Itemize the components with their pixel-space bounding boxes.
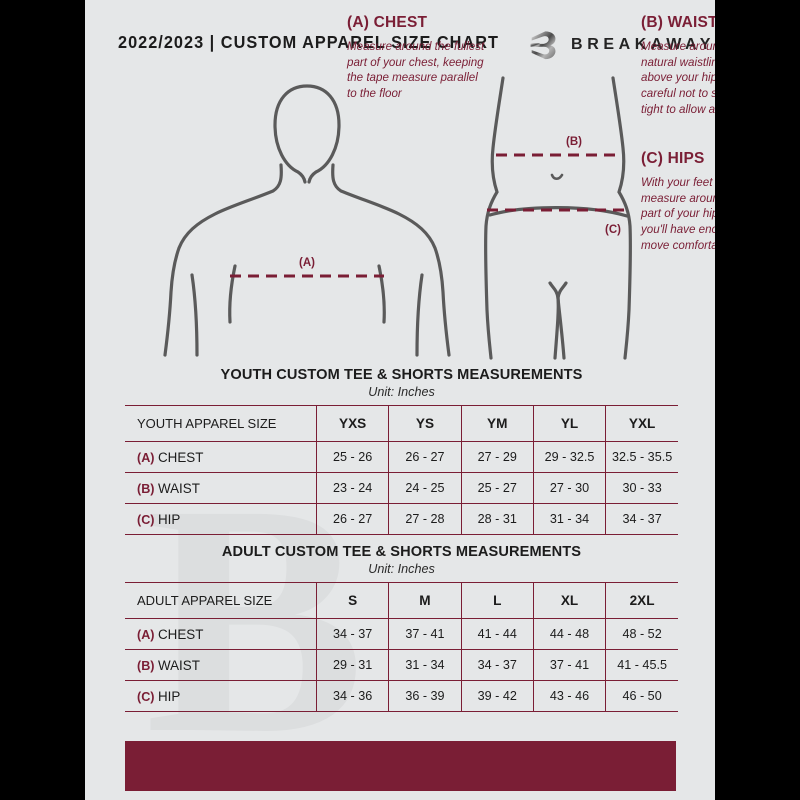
breakaway-b-logo-icon <box>530 31 556 60</box>
callout-chest-title: (A) CHEST <box>347 14 428 31</box>
cell: 25 - 26 <box>315 441 389 473</box>
cell: 41 - 45.5 <box>605 649 678 681</box>
table-row: (C) HIP 34 - 36 36 - 39 39 - 42 43 - 46 … <box>125 680 678 712</box>
table-row: (A) CHEST 25 - 26 26 - 27 27 - 29 29 - 3… <box>125 441 678 473</box>
cell: 27 - 28 <box>388 503 462 535</box>
footer-bar <box>125 741 676 791</box>
row-label-waist: (B) WAIST <box>125 649 317 681</box>
figures-svg: (A) (B) (C) <box>163 76 633 360</box>
size-chart-page: B 2022/2023 | CUSTOM APPAREL SIZE CHART <box>85 0 715 800</box>
col-header-2: M <box>388 582 462 619</box>
cell: 29 - 32.5 <box>532 441 606 473</box>
cell: 37 - 41 <box>388 618 462 650</box>
table-row: (B) WAIST 23 - 24 24 - 25 25 - 27 27 - 3… <box>125 472 678 504</box>
col-header-size: ADULT APPAREL SIZE <box>125 582 317 619</box>
adult-measurements-table: ADULT APPAREL SIZE S M L XL 2XL (A) CHES… <box>125 582 678 712</box>
col-header-1: YXS <box>315 405 389 442</box>
cell: 31 - 34 <box>532 503 606 535</box>
row-name: WAIST <box>157 657 200 673</box>
col-header-3: L <box>460 582 534 619</box>
cell: 23 - 24 <box>315 472 389 504</box>
callout-waist: (B) WAIST Measure around your natural wa… <box>641 14 715 117</box>
cell: 34 - 36 <box>315 680 389 712</box>
col-header-5: 2XL <box>605 582 678 619</box>
cell: 31 - 34 <box>388 649 462 681</box>
row-name: HIP <box>157 688 181 704</box>
cell: 27 - 29 <box>460 441 534 473</box>
callout-hips-text: With your feet together, measure around … <box>641 176 715 252</box>
waist-measure-label: (B) <box>566 136 582 148</box>
cell: 25 - 27 <box>460 472 534 504</box>
row-tag: (B) <box>137 658 155 673</box>
callout-chest: (A) CHEST Measure around the fullest par… <box>347 14 487 102</box>
cell: 41 - 44 <box>460 618 534 650</box>
row-label-chest: (A) CHEST <box>125 441 317 473</box>
chest-measure-label: (A) <box>299 257 315 269</box>
body-figures: (A) (B) (C) <box>85 70 715 360</box>
cell: 44 - 48 <box>532 618 606 650</box>
callout-waist-text: Measure around your natural waistline – … <box>641 40 715 116</box>
lower-body-outline <box>483 76 633 360</box>
youth-table-title: YOUTH CUSTOM TEE & SHORTS MEASUREMENTS <box>220 367 583 383</box>
row-name: WAIST <box>157 480 200 496</box>
adult-table-title: ADULT CUSTOM TEE & SHORTS MEASUREMENTS <box>221 544 582 560</box>
row-tag: (C) <box>137 512 155 527</box>
cell: 34 - 37 <box>605 503 678 535</box>
youth-measurements-block: YOUTH CUSTOM TEE & SHORTS MEASUREMENTS U… <box>125 367 678 535</box>
callout-hips: (C) HIPS With your feet together, measur… <box>641 150 715 253</box>
cell: 37 - 41 <box>532 649 606 681</box>
table-row: (C) HIP 26 - 27 27 - 28 28 - 31 31 - 34 … <box>125 503 678 535</box>
adult-measurements-block: ADULT CUSTOM TEE & SHORTS MEASUREMENTS U… <box>125 544 678 712</box>
cell: 43 - 46 <box>532 680 606 712</box>
row-label-waist: (B) WAIST <box>125 472 317 504</box>
row-name: CHEST <box>157 626 204 642</box>
cell: 46 - 50 <box>605 680 678 712</box>
cell: 24 - 25 <box>388 472 462 504</box>
col-header-4: XL <box>532 582 606 619</box>
row-tag: (A) <box>137 627 155 642</box>
cell: 48 - 52 <box>605 618 678 650</box>
table-header-row: ADULT APPAREL SIZE S M L XL 2XL <box>125 582 678 619</box>
cell: 39 - 42 <box>460 680 534 712</box>
brand-lockup: BREAKAWAY <box>526 28 715 62</box>
row-label-chest: (A) CHEST <box>125 618 317 650</box>
cell: 32.5 - 35.5 <box>605 441 678 473</box>
cell: 29 - 31 <box>315 649 389 681</box>
table-row: (A) CHEST 34 - 37 37 - 41 41 - 44 44 - 4… <box>125 618 678 650</box>
row-tag: (C) <box>137 689 155 704</box>
cell: 34 - 37 <box>460 649 534 681</box>
youth-table-unit: Unit: Inches <box>368 385 435 399</box>
callout-waist-title: (B) WAIST <box>641 14 715 31</box>
row-name: CHEST <box>157 449 204 465</box>
row-tag: (B) <box>137 481 155 496</box>
row-tag: (A) <box>137 450 155 465</box>
table-row: (B) WAIST 29 - 31 31 - 34 34 - 37 37 - 4… <box>125 649 678 681</box>
cell: 34 - 37 <box>315 618 389 650</box>
table-header-row: YOUTH APPAREL SIZE YXS YS YM YL YXL <box>125 405 678 442</box>
col-header-5: YXL <box>605 405 678 442</box>
callout-chest-text: Measure around the fullest part of your … <box>347 40 485 100</box>
row-label-hip: (C) HIP <box>125 680 317 712</box>
cell: 26 - 27 <box>388 441 462 473</box>
page-title: 2022/2023 | CUSTOM APPAREL SIZE CHART <box>118 32 499 52</box>
adult-table-unit: Unit: Inches <box>368 562 435 576</box>
row-label-hip: (C) HIP <box>125 503 317 535</box>
col-header-size: YOUTH APPAREL SIZE <box>125 405 317 442</box>
col-header-2: YS <box>388 405 462 442</box>
cell: 27 - 30 <box>532 472 606 504</box>
col-header-1: S <box>315 582 389 619</box>
cell: 28 - 31 <box>460 503 534 535</box>
cell: 30 - 33 <box>605 472 678 504</box>
youth-measurements-table: YOUTH APPAREL SIZE YXS YS YM YL YXL (A) … <box>125 405 678 535</box>
cell: 26 - 27 <box>315 503 389 535</box>
page-header: 2022/2023 | CUSTOM APPAREL SIZE CHART <box>85 28 715 60</box>
upper-body-outline <box>163 84 451 357</box>
col-header-3: YM <box>460 405 534 442</box>
row-name: HIP <box>157 511 181 527</box>
brand-name: BREAKAWAY <box>571 36 715 53</box>
hips-measure-label: (C) <box>605 224 621 236</box>
callout-hips-title: (C) HIPS <box>641 150 705 167</box>
col-header-4: YL <box>532 405 606 442</box>
cell: 36 - 39 <box>388 680 462 712</box>
